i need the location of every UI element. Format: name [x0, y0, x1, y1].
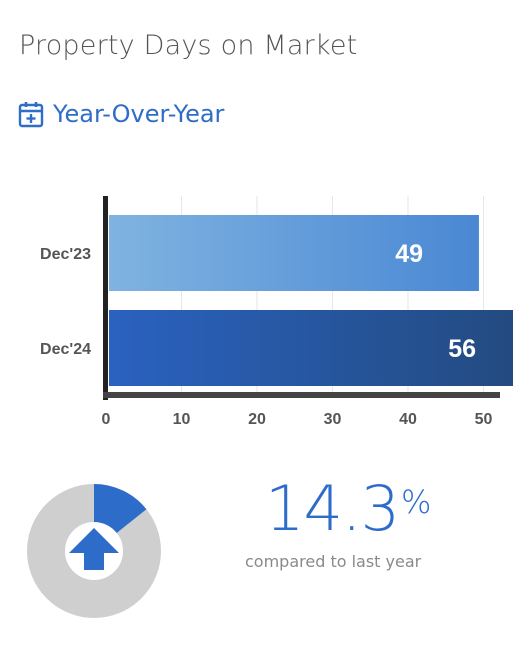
arrow-up-icon	[69, 528, 119, 570]
x-tick-label: 40	[399, 411, 417, 428]
calendar-add-icon	[18, 100, 44, 128]
bar-value-label: 49	[395, 240, 423, 268]
section-heading: Year-Over-Year	[18, 100, 224, 128]
donut-segment	[92, 484, 147, 534]
bar-value-label: 56	[448, 335, 476, 363]
bar-chart: 49 Dec'23 56 Dec'24 0 10 20 30 40 50	[40, 196, 513, 428]
percent-symbol: %	[401, 483, 432, 521]
x-tick-label: 20	[248, 411, 266, 428]
bar	[109, 310, 513, 386]
category-label: Dec'23	[40, 246, 91, 263]
section-heading-label: Year-Over-Year	[53, 100, 225, 128]
x-tick-label: 10	[173, 411, 191, 428]
bar	[109, 215, 479, 291]
category-label: Dec'24	[40, 341, 91, 358]
page-title: Property Days on Market	[19, 30, 358, 61]
chart-bars	[109, 215, 513, 386]
x-tick-label: 0	[102, 411, 111, 428]
chart-labels: 49 Dec'23 56 Dec'24 0 10 20 30 40 50	[40, 240, 492, 428]
change-percent: 14.3%	[265, 478, 431, 540]
change-donut	[27, 484, 161, 618]
change-percent-value: 14.3	[265, 472, 400, 545]
x-axis-line	[103, 392, 500, 398]
x-tick-label: 30	[324, 411, 342, 428]
y-axis-line	[103, 196, 108, 400]
x-tick-label: 50	[475, 411, 493, 428]
change-caption: compared to last year	[245, 552, 422, 571]
